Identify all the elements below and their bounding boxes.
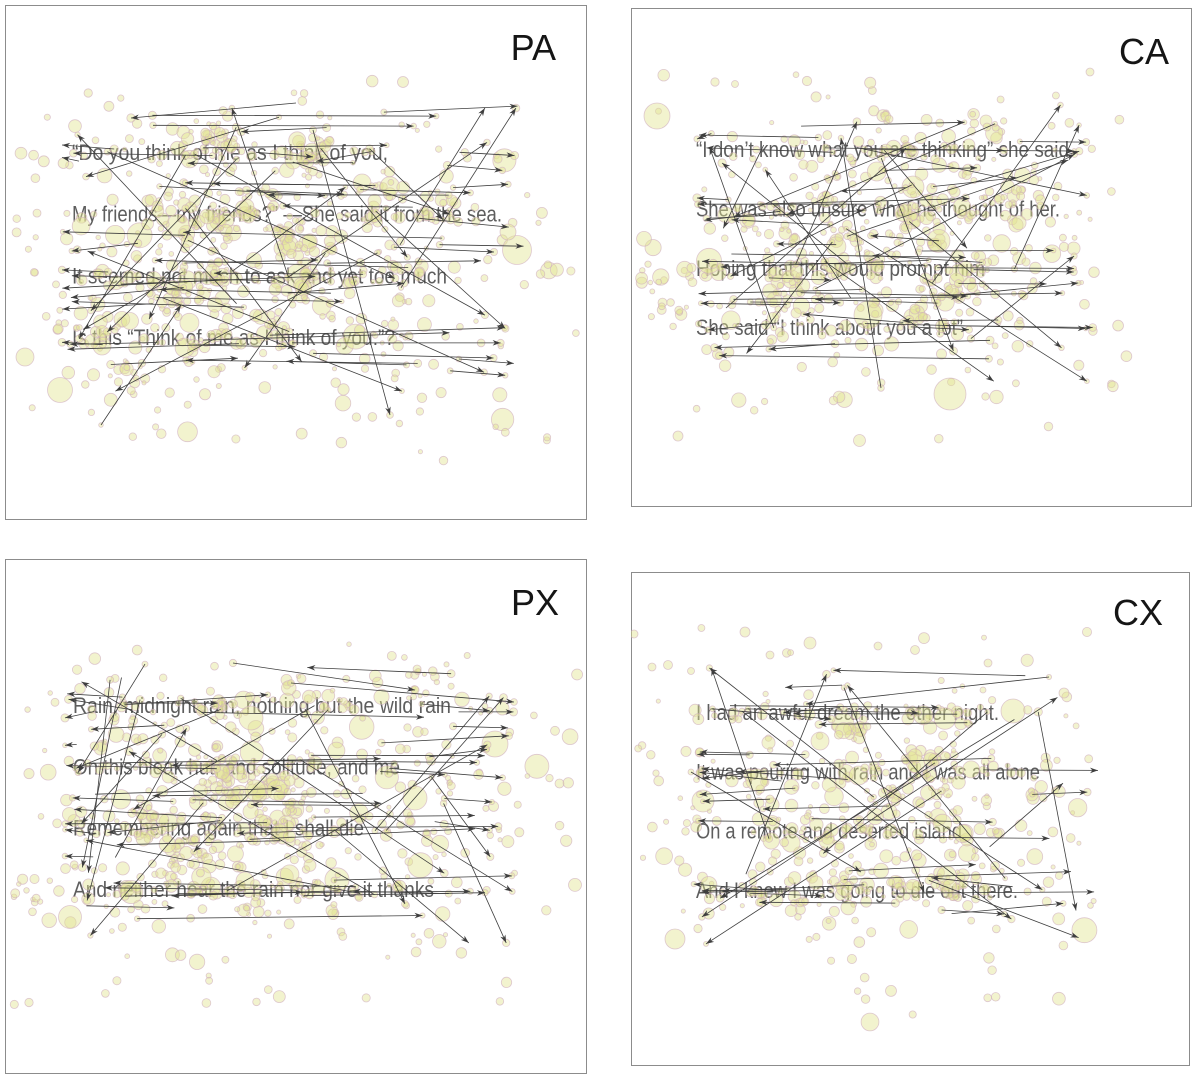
svg-text:CX: CX (1113, 592, 1163, 633)
svg-text:CA: CA (1119, 31, 1169, 72)
svg-text:PX: PX (511, 582, 559, 623)
svg-text:PA: PA (511, 27, 556, 68)
